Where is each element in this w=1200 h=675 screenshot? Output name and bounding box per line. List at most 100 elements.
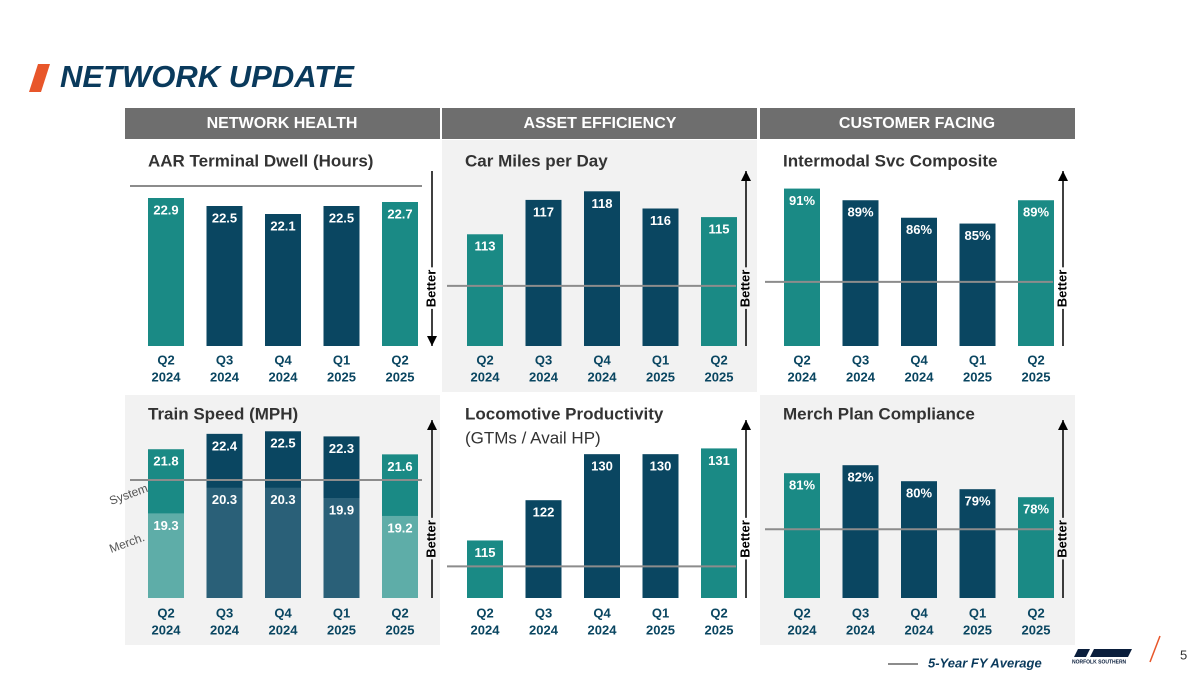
- value-label: 22.1: [270, 218, 295, 233]
- better-label: Better: [737, 520, 752, 558]
- x-tick-label: Q4: [593, 605, 611, 620]
- better-label: Better: [1054, 270, 1069, 308]
- arrow-head: [741, 420, 751, 430]
- value-label: 22.5: [270, 436, 295, 451]
- bar: [382, 515, 418, 598]
- value-label: 80%: [906, 486, 932, 501]
- x-tick-label: Q4: [274, 352, 292, 367]
- x-tick-label: 2024: [152, 369, 182, 384]
- section-title: ASSET EFFICIENCY: [524, 115, 677, 132]
- x-tick-label: Q1: [652, 605, 669, 620]
- x-tick-label: 2024: [529, 369, 559, 384]
- x-tick-label: Q1: [652, 352, 669, 367]
- value-label: 19.2: [387, 520, 412, 535]
- value-label: 86%: [906, 222, 932, 237]
- value-label: 21.8: [153, 454, 178, 469]
- section-title: NETWORK HEALTH: [207, 115, 358, 132]
- x-tick-label: 2024: [788, 622, 818, 637]
- x-tick-label: 2024: [471, 622, 501, 637]
- value-label: 20.3: [270, 492, 295, 507]
- x-tick-label: 2024: [846, 369, 876, 384]
- x-tick-label: Q1: [969, 352, 986, 367]
- value-label: 79%: [964, 494, 990, 509]
- x-tick-label: Q2: [1027, 352, 1044, 367]
- bar: [701, 448, 737, 598]
- bar: [1018, 200, 1054, 346]
- value-label: 19.3: [153, 518, 178, 533]
- bar: [584, 191, 620, 346]
- chart-title: Locomotive Productivity: [465, 404, 664, 423]
- x-tick-label: Q4: [910, 352, 928, 367]
- x-tick-label: Q2: [793, 605, 810, 620]
- bar: [148, 513, 184, 598]
- x-tick-label: 2024: [905, 622, 935, 637]
- panels: AAR Terminal Dwell (Hours) 22.9 22.5 22.1 22…: [107, 140, 1075, 645]
- x-tick-label: Q3: [216, 605, 233, 620]
- logo-text: NORFOLK SOUTHERN: [1072, 659, 1127, 665]
- x-tick-label: 2025: [705, 369, 734, 384]
- x-tick-label: Q2: [476, 352, 493, 367]
- value-label: 19.9: [329, 502, 354, 517]
- x-tick-label: 2024: [471, 369, 501, 384]
- value-label: 89%: [847, 205, 873, 220]
- x-tick-label: Q2: [391, 605, 408, 620]
- arrow-head: [1058, 420, 1068, 430]
- bar: [584, 454, 620, 598]
- value-label: 85%: [964, 228, 990, 243]
- x-tick-label: 2024: [210, 369, 240, 384]
- x-tick-label: Q3: [852, 352, 869, 367]
- bar: [323, 206, 360, 346]
- value-label: 20.3: [212, 492, 237, 507]
- logo-mark: [1090, 649, 1132, 657]
- better-label: Better: [1054, 520, 1069, 558]
- value-label: 89%: [1023, 205, 1049, 220]
- bar: [701, 217, 737, 346]
- x-tick-label: Q2: [157, 352, 174, 367]
- x-tick-label: Q4: [593, 352, 611, 367]
- x-tick-label: 2024: [788, 369, 818, 384]
- x-tick-label: Q2: [476, 605, 493, 620]
- slide-title: NETWORK UPDATE: [60, 59, 355, 94]
- bar: [959, 223, 996, 346]
- bar: [467, 540, 503, 598]
- x-tick-label: Q2: [157, 605, 174, 620]
- bar: [842, 465, 879, 598]
- value-label: 22.3: [329, 441, 354, 456]
- x-tick-label: Q2: [793, 352, 810, 367]
- x-tick-label: 2025: [646, 369, 675, 384]
- x-tick-label: 2025: [705, 622, 734, 637]
- x-tick-label: Q3: [535, 352, 552, 367]
- x-tick-label: 2024: [588, 622, 618, 637]
- title-slash: [29, 64, 50, 92]
- x-tick-label: 2025: [386, 369, 415, 384]
- bar: [382, 202, 418, 346]
- bar: [1018, 497, 1054, 598]
- x-tick-label: 2024: [152, 622, 182, 637]
- better-label: Better: [423, 270, 438, 308]
- x-tick-label: 2024: [529, 622, 559, 637]
- x-tick-label: 2025: [327, 622, 356, 637]
- x-tick-label: Q4: [274, 605, 292, 620]
- value-label: 131: [708, 453, 730, 468]
- value-label: 22.9: [153, 202, 178, 217]
- section-header: [442, 108, 757, 139]
- x-tick-label: 2024: [269, 622, 299, 637]
- x-tick-label: Q3: [852, 605, 869, 620]
- chart-title: Train Speed (MPH): [148, 404, 298, 423]
- value-label: 122: [533, 505, 555, 520]
- value-label: 130: [591, 459, 613, 474]
- bar: [784, 473, 820, 598]
- chart-subtitle: (GTMs / Avail HP): [465, 428, 601, 447]
- bar: [959, 489, 996, 598]
- bar: [323, 497, 360, 598]
- value-label: 22.7: [387, 206, 412, 221]
- x-tick-label: Q2: [710, 605, 727, 620]
- value-label: 91%: [789, 193, 815, 208]
- logo: NORFOLK SOUTHERN: [1072, 649, 1132, 665]
- x-tick-label: 2024: [210, 622, 240, 637]
- section-header: [760, 108, 1075, 139]
- x-tick-label: Q2: [391, 352, 408, 367]
- value-label: 82%: [847, 470, 873, 485]
- value-label: 21.6: [387, 459, 412, 474]
